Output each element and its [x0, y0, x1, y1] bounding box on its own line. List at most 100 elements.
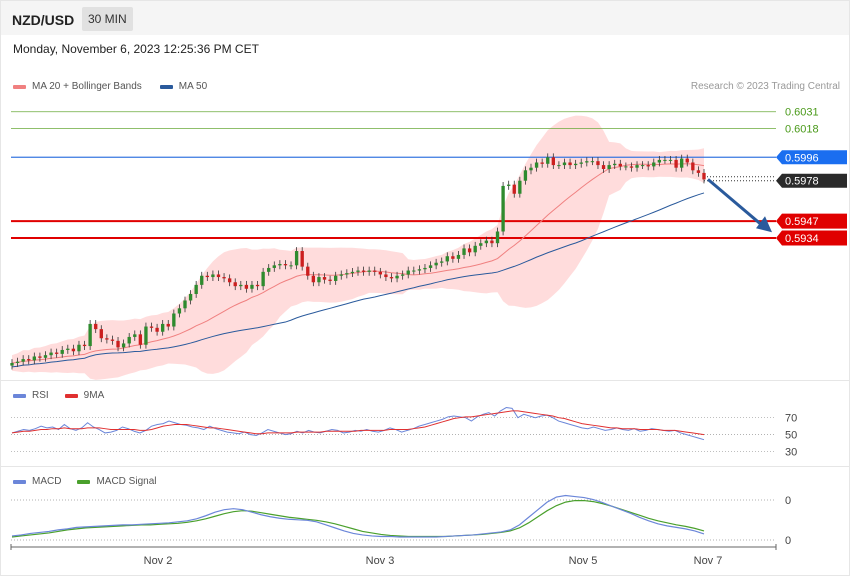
candle-body: [395, 275, 399, 279]
candle-body: [518, 180, 522, 194]
candle-body: [306, 266, 310, 276]
candle-body: [579, 162, 583, 164]
candle-body: [590, 161, 595, 163]
forecast-arrow-head: [756, 216, 772, 233]
candle-body: [361, 270, 366, 272]
legend-rsi-ma: 9MA: [83, 390, 105, 401]
rsi-level-label: 70: [785, 413, 797, 425]
candle-body: [540, 162, 544, 164]
candle-body: [434, 262, 438, 266]
candle-body: [149, 326, 154, 328]
candle-body: [373, 270, 377, 272]
legend-ma50: MA 50: [178, 81, 208, 92]
candle-body: [657, 159, 662, 163]
candle-body: [412, 270, 416, 272]
price-level-label: 0.6018: [785, 124, 819, 136]
timeframe-button[interactable]: 30 MIN: [82, 7, 133, 31]
ma20-swatch: [13, 84, 26, 89]
candle-body: [278, 264, 282, 266]
candle-body: [367, 270, 371, 272]
candle-body: [462, 248, 466, 255]
candle-body: [350, 271, 355, 274]
candle-body: [244, 284, 249, 289]
candle-body: [283, 264, 288, 266]
candle-body: [239, 284, 243, 287]
candle-body: [529, 167, 533, 171]
candle-body: [601, 165, 606, 169]
candle-body: [596, 161, 600, 166]
candle-body: [490, 240, 494, 244]
candle-body: [205, 275, 209, 278]
candle-body: [568, 162, 572, 166]
forecast-arrow: [707, 178, 763, 227]
candle-body: [183, 300, 187, 309]
candle-body: [668, 159, 673, 161]
x-axis-label: Nov 2: [144, 555, 173, 567]
candle-body: [440, 261, 444, 263]
candle-body: [27, 359, 31, 361]
candle-body: [573, 163, 578, 166]
candle-body: [534, 162, 539, 168]
candle-body: [43, 355, 48, 358]
candle-body: [685, 158, 689, 163]
candle-body: [105, 338, 109, 340]
x-axis-label: Nov 3: [366, 555, 395, 567]
candle-body: [66, 348, 70, 350]
candle-body: [216, 274, 221, 278]
candle-body: [629, 166, 634, 168]
legend-macd: MACD: [32, 476, 62, 487]
candle-body: [172, 313, 176, 327]
candle-body: [32, 356, 36, 361]
candle-body: [345, 273, 349, 275]
panel-divider: [1, 466, 849, 467]
candle-body: [177, 308, 182, 314]
rsi-ma-line: [11, 410, 705, 436]
candle-body: [624, 166, 628, 168]
candle-body: [294, 251, 299, 266]
price-level-tag: [776, 213, 847, 229]
candle-body: [378, 271, 382, 275]
candle-body: [456, 254, 461, 259]
candle-body: [451, 256, 455, 259]
signal-swatch: [77, 479, 91, 484]
candle-body: [400, 274, 405, 276]
candle-body: [406, 270, 410, 275]
candle-body: [339, 274, 343, 276]
macd-level-label: 0: [785, 495, 791, 507]
legend-signal: MACD Signal: [96, 476, 157, 487]
candle-body: [200, 275, 204, 285]
candle-body: [289, 265, 293, 267]
macd-line: [11, 494, 705, 538]
rsi-line: [11, 407, 705, 441]
price-level-tag: [776, 173, 847, 188]
candle-body: [334, 275, 338, 281]
candle-body: [110, 339, 115, 341]
candle-body: [523, 170, 528, 181]
candle-body: [261, 271, 265, 287]
candle-body: [417, 269, 422, 271]
macd-level-label: 0: [785, 535, 791, 547]
candle-body: [155, 327, 159, 332]
price-level-label: 0.5934: [785, 233, 819, 245]
candle-body: [133, 334, 137, 337]
candle-body: [384, 274, 388, 278]
candle-body: [680, 158, 684, 168]
candle-body: [607, 165, 611, 169]
candle-body: [267, 267, 271, 272]
candle-body: [691, 162, 695, 171]
candle-body: [512, 184, 516, 194]
price-level-label: 0.5978: [785, 176, 819, 188]
macd-signal-line: [11, 499, 705, 538]
candle-body: [322, 277, 327, 280]
candle-body: [71, 348, 76, 352]
candle-body: [507, 184, 511, 186]
candle-body: [233, 282, 237, 287]
candle-body: [585, 161, 589, 163]
macd-legend: MACD MACD Signal: [13, 476, 156, 487]
candle-body: [663, 159, 667, 161]
candle-body: [54, 352, 59, 354]
x-axis-label: Nov 7: [694, 555, 723, 567]
candle-body: [94, 323, 98, 330]
price-level-tag: [776, 230, 847, 246]
